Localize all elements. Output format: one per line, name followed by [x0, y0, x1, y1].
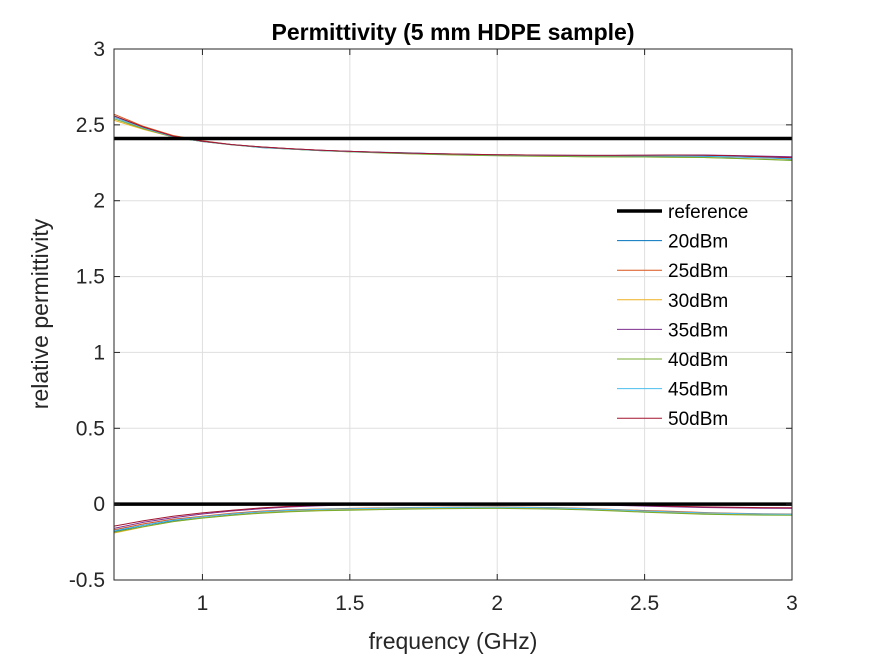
x-tick-label: 1.5: [335, 592, 364, 615]
y-tick-label: 0: [93, 493, 105, 516]
axes-box: [113, 48, 793, 581]
y-tick-label: 0.5: [76, 417, 105, 440]
reference-layer: [114, 136, 792, 506]
legend-label: 50dBm: [668, 409, 728, 430]
plot-area: [114, 49, 792, 580]
y-axis-label: relative permittivity: [27, 218, 53, 409]
legend-label: 25dBm: [668, 261, 728, 282]
y-tick-label: 2: [93, 190, 105, 213]
chart-title: Permittivity (5 mm HDPE sample): [271, 19, 634, 45]
series-line-50dBm-real: [113, 115, 793, 159]
series-line-40dBm-imag: [113, 507, 793, 533]
y-axis-ticks: -0.5 0 0.5 1 1.5 2 2.5 3: [69, 38, 792, 592]
y-tick-label: 3: [93, 38, 105, 61]
legend-item: 25dBm: [617, 261, 728, 282]
x-axis-label: frequency (GHz): [369, 628, 538, 654]
y-tick-label: -0.5: [69, 569, 105, 592]
y-tick-label: 1.5: [76, 266, 105, 289]
legend-label: 45dBm: [668, 380, 728, 401]
legend-label: reference: [668, 202, 748, 223]
series-line-45dBm-imag: [113, 506, 793, 532]
legend-item: 35dBm: [617, 320, 728, 341]
legend-label: 30dBm: [668, 291, 728, 312]
legend: reference 20dBm 25dBm 30dBm 35dBm 40dBm 45dBm 5…: [617, 202, 748, 430]
legend-label: 40dBm: [668, 350, 728, 371]
y-tick-label: 1: [93, 341, 105, 364]
x-tick-label: 2.5: [630, 592, 659, 615]
x-tick-label: 2: [491, 592, 503, 615]
legend-item: 45dBm: [617, 380, 728, 401]
legend-item: 30dBm: [617, 291, 728, 312]
series-layer: [113, 113, 793, 534]
legend-item: 20dBm: [617, 232, 728, 253]
legend-label: 20dBm: [668, 232, 728, 253]
x-tick-label: 3: [786, 592, 798, 615]
legend-label: 35dBm: [668, 320, 728, 341]
x-axis-ticks: 1 1.5 2 2.5 3: [197, 49, 798, 615]
legend-item: reference: [617, 202, 748, 223]
legend-item: 50dBm: [617, 409, 728, 430]
y-tick-label: 2.5: [76, 114, 105, 137]
legend-item: 40dBm: [617, 350, 728, 371]
x-tick-label: 1: [197, 592, 209, 615]
